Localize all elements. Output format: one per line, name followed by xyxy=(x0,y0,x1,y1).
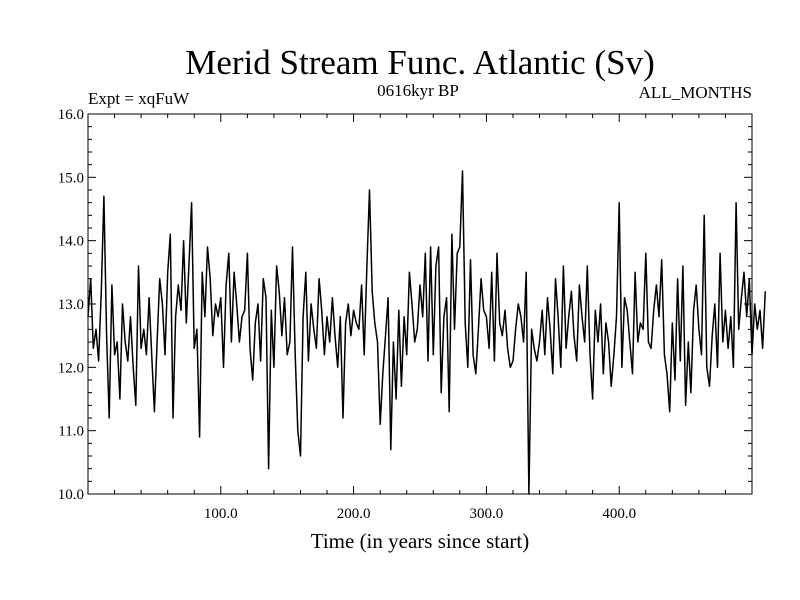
y-tick-label: 11.0 xyxy=(58,424,84,440)
plot-frame xyxy=(87,113,753,495)
period-label: 0616kyr BP xyxy=(377,81,459,100)
y-tick-label: 16.0 xyxy=(58,107,84,123)
months-label: ALL_MONTHS xyxy=(639,83,752,102)
x-tick-label: 100.0 xyxy=(204,506,238,522)
x-axis-ticks: 100.0 200.0 300.0 400.0 xyxy=(114,114,726,522)
x-tick-label: 400.0 xyxy=(602,506,636,522)
y-axis-ticks: 10.0 11.0 12.0 13.0 14.0 15.0 16.0 xyxy=(58,107,752,503)
y-tick-label: 12.0 xyxy=(58,360,84,376)
chart-title: Merid Stream Func. Atlantic (Sv) xyxy=(185,43,655,82)
y-tick-label: 10.0 xyxy=(58,487,84,503)
x-tick-label: 200.0 xyxy=(337,506,371,522)
x-axis-label: Time (in years since start) xyxy=(311,529,530,553)
x-tick-label: 300.0 xyxy=(470,506,504,522)
series-line xyxy=(87,170,767,495)
y-tick-label: 13.0 xyxy=(58,297,84,313)
experiment-label: Expt = xqFuW xyxy=(88,89,190,108)
y-tick-label: 15.0 xyxy=(58,170,84,186)
y-tick-label: 14.0 xyxy=(58,234,84,250)
